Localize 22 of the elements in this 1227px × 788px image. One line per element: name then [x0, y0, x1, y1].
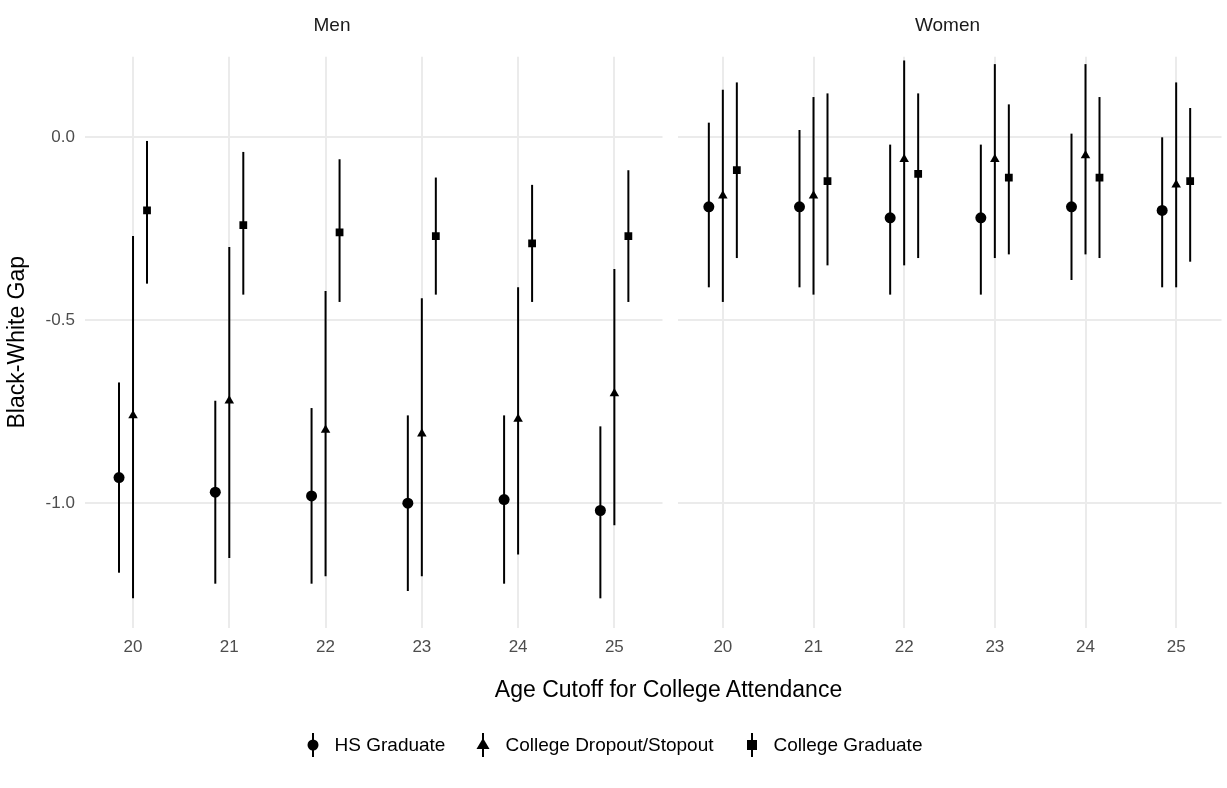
x-tick-label: 20 [713, 637, 733, 657]
x-tick-label: 20 [123, 637, 143, 657]
legend-label: College Graduate [773, 734, 923, 756]
y-axis-title: Black-White Gap [3, 255, 30, 429]
x-tick-label: 21 [219, 637, 239, 657]
x-tick-label: 22 [894, 637, 914, 657]
y-tick-label: -1.0 [45, 492, 75, 512]
chart-title: Women [914, 13, 981, 35]
x-tick-label: 24 [1076, 637, 1095, 657]
x-tick-label: 25 [604, 637, 624, 657]
chart-title: Men [313, 13, 351, 35]
x-tick-label: 21 [804, 637, 823, 657]
x-tick-label: 23 [412, 637, 432, 657]
y-tick-label: 0.0 [51, 126, 75, 146]
x-tick-label: 23 [985, 637, 1005, 657]
x-tick-label: 22 [316, 637, 336, 657]
x-axis-title: Age Cutoff for College Attendance [493, 676, 844, 703]
y-tick-label: -0.5 [45, 309, 75, 329]
legend-label: College Dropout/Stopout [505, 734, 714, 756]
legend-label: HS Graduate [334, 734, 446, 756]
x-tick-label: 24 [508, 637, 528, 657]
x-tick-label: 25 [1166, 637, 1186, 657]
